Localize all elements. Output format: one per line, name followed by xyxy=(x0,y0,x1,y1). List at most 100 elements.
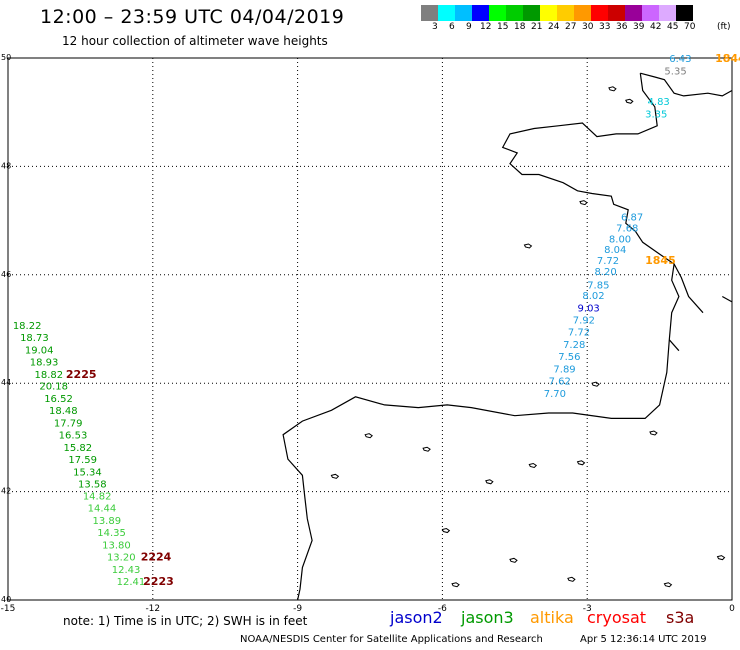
footer-date: Apr 5 12:36:14 UTC 2019 xyxy=(580,634,707,645)
pass-time-label: 2225 xyxy=(66,368,97,381)
wave-height-label: 8.04 xyxy=(604,245,626,256)
colorbar-label: 33 xyxy=(599,22,611,32)
wave-height-label: 13.89 xyxy=(92,516,121,527)
colorbar-label: 70 xyxy=(684,22,696,32)
pass-time-label: 2223 xyxy=(143,575,174,588)
land-fragment xyxy=(663,582,673,588)
wave-height-label: 14.35 xyxy=(97,528,126,539)
x-tick-label: -15 xyxy=(1,604,16,614)
land-fragment xyxy=(451,582,460,588)
colorbar-label: 42 xyxy=(650,22,662,32)
wave-height-label: 19.04 xyxy=(25,345,54,356)
y-tick-label: 42 xyxy=(1,487,11,496)
satellite-legend-cryosat: cryosat xyxy=(587,608,647,627)
x-tick-label: -6 xyxy=(438,604,447,614)
wave-height-label: 16.52 xyxy=(44,394,73,405)
y-tick-label: 44 xyxy=(1,378,11,387)
colorbar-swatch xyxy=(676,5,693,21)
colorbar xyxy=(421,5,693,21)
coastline xyxy=(640,72,733,97)
land-fragment xyxy=(485,479,494,485)
colorbar-swatch xyxy=(489,5,506,21)
land-fragment xyxy=(422,446,431,452)
colorbar-swatch xyxy=(625,5,642,21)
wave-height-label: 14.82 xyxy=(83,492,112,503)
wave-height-label: 18.93 xyxy=(30,357,59,368)
colorbar-label: 30 xyxy=(582,22,594,32)
pass-time-label: 1845 xyxy=(645,254,676,267)
wave-height-label: 6.43 xyxy=(669,54,691,65)
colorbar-swatch xyxy=(608,5,625,21)
land-fragment xyxy=(330,473,340,479)
wave-height-label: 5.35 xyxy=(664,66,686,77)
note-text: note: 1) Time is in UTC; 2) SWH is in fe… xyxy=(63,614,308,628)
map-subtitle: 12 hour collection of altimeter wave hei… xyxy=(62,34,328,48)
colorbar-swatch xyxy=(438,5,455,21)
colorbar-label: 9 xyxy=(466,22,472,32)
wave-height-label: 8.20 xyxy=(594,267,616,278)
wave-height-label: 15.82 xyxy=(64,443,93,454)
pass-time-label: 2224 xyxy=(141,550,172,563)
coastline xyxy=(282,73,680,601)
colorbar-swatch xyxy=(523,5,540,21)
colorbar-swatch xyxy=(591,5,608,21)
colorbar-swatch xyxy=(506,5,523,21)
colorbar-label: 36 xyxy=(616,22,628,32)
colorbar-label: 45 xyxy=(667,22,679,32)
map-title: 12:00 – 23:59 UTC 04/04/2019 xyxy=(40,6,345,28)
x-tick-label: -3 xyxy=(583,604,592,614)
land-fragment xyxy=(523,243,533,249)
wave-height-label: 18.22 xyxy=(13,321,42,332)
wave-height-label: 3.35 xyxy=(645,110,667,121)
coastline xyxy=(668,339,680,352)
pass-time-label: 1844 xyxy=(715,52,740,65)
wave-height-label: 8.02 xyxy=(582,291,604,302)
wave-height-label: 13.20 xyxy=(107,552,136,563)
colorbar-swatch xyxy=(659,5,676,21)
wave-height-label: 13.80 xyxy=(102,541,131,552)
wave-height-label: 15.34 xyxy=(73,467,102,478)
land-fragment xyxy=(649,430,658,436)
wave-height-label: 7.92 xyxy=(573,316,595,327)
colorbar-swatch xyxy=(557,5,574,21)
wave-height-label: 7.89 xyxy=(553,364,575,375)
colorbar-swatch xyxy=(472,5,489,21)
wave-height-label: 18.73 xyxy=(20,333,49,344)
land-fragment xyxy=(579,200,588,206)
land-fragment xyxy=(509,557,518,563)
satellite-legend-altika: altika xyxy=(530,608,574,627)
wave-height-label: 9.03 xyxy=(578,304,600,315)
wave-height-label: 16.53 xyxy=(59,430,88,441)
colorbar-label: 6 xyxy=(449,22,455,32)
land-fragment xyxy=(625,98,634,104)
wave-height-label: 18.82 xyxy=(35,370,64,381)
wave-height-label: 12.43 xyxy=(112,565,141,576)
colorbar-label: 24 xyxy=(548,22,560,32)
x-tick-label: -12 xyxy=(145,604,160,614)
x-tick-label: 0 xyxy=(729,604,735,614)
map-frame xyxy=(7,57,733,601)
wave-height-label: 7.68 xyxy=(616,223,638,234)
footer-org: NOAA/NESDIS Center for Satellite Applica… xyxy=(240,634,543,645)
y-tick-label: 40 xyxy=(1,595,11,604)
land-fragment xyxy=(441,528,451,534)
satellite-legend-jason2: jason2 xyxy=(390,608,443,627)
colorbar-label: 39 xyxy=(633,22,645,32)
wave-height-label: 6.87 xyxy=(621,213,643,224)
wave-height-label: 12.41 xyxy=(117,577,146,588)
coastline xyxy=(673,263,704,314)
colorbar-label: 15 xyxy=(497,22,509,32)
y-tick-label: 48 xyxy=(1,161,11,170)
coastline xyxy=(722,295,733,303)
wave-height-label: 18.48 xyxy=(49,406,78,417)
wave-height-label: 7.72 xyxy=(597,256,619,267)
wave-height-label: 7.85 xyxy=(587,280,609,291)
wave-height-label: 4.83 xyxy=(648,97,670,108)
wave-height-label: 7.62 xyxy=(549,376,571,387)
satellite-legend-s3a: s3a xyxy=(666,608,695,627)
colorbar-swatch xyxy=(642,5,659,21)
wave-height-label: 13.58 xyxy=(78,479,107,490)
colorbar-label: 27 xyxy=(565,22,577,32)
